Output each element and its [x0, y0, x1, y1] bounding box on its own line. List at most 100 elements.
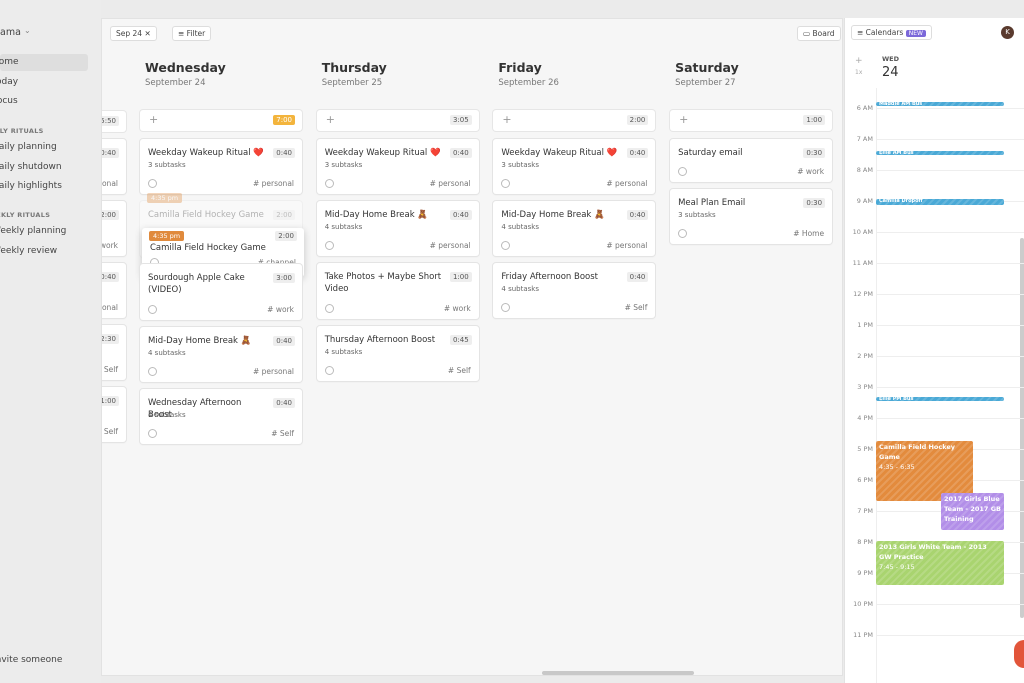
complete-toggle[interactable]	[148, 305, 157, 314]
task-card[interactable]: Meal Plan Email 0:30 3 subtasks # Home	[670, 189, 833, 244]
task-card[interactable]: Saturday email 0:30 # work	[670, 139, 833, 182]
channel-tag: # personal	[429, 179, 471, 188]
task-card[interactable]: Weekday Wakeup Ritual ❤️ 0:40 3 subtasks # …	[140, 139, 302, 194]
complete-toggle[interactable]	[324, 241, 334, 250]
day-total: 3:05	[449, 115, 472, 125]
calendars-label: Calendars	[865, 28, 904, 37]
complete-toggle[interactable]	[324, 179, 334, 188]
complete-toggle[interactable]	[324, 366, 334, 375]
board-label: Board	[812, 29, 835, 38]
complete-toggle[interactable]	[148, 179, 157, 188]
task-title: Sourdough Apple Cake (VIDEO)	[148, 273, 245, 295]
add-task-row[interactable]: +1:00	[670, 110, 833, 131]
filter-button[interactable]: ≡ Filter	[172, 26, 212, 41]
complete-toggle[interactable]	[501, 241, 511, 250]
day-name: Friday	[498, 60, 542, 75]
complete-toggle[interactable]	[324, 304, 334, 313]
hour-label: 10 PM	[853, 600, 873, 608]
task-card[interactable]: 0:40 # personal	[102, 139, 126, 194]
task-title: Saturday email	[678, 148, 743, 158]
add-icon: +	[149, 113, 159, 126]
channel-tag: # personal	[252, 367, 294, 376]
section-heading: WEEKLY RITUALS	[0, 211, 51, 219]
calendar-event[interactable]: Ellie AM Bus	[876, 151, 1004, 155]
scrollbar[interactable]	[1020, 238, 1024, 618]
ritual-item[interactable]: Daily shutdown	[0, 161, 62, 172]
add-task-row[interactable]: +3:05	[316, 110, 479, 131]
ritual-item[interactable]: Daily planning	[0, 142, 57, 152]
task-card[interactable]: 1:00 # Self	[102, 387, 126, 442]
event-time: 4:35 - 6:35	[879, 463, 915, 471]
task-card[interactable]: 2:30 # Self	[102, 325, 126, 380]
calendar-event[interactable]: Maddie AM Bus	[876, 102, 1004, 106]
nav-item[interactable]: Focus	[0, 96, 18, 106]
workspace[interactable]: Sama	[0, 27, 21, 38]
add-task-row[interactable]: +2:00	[493, 110, 656, 131]
task-title: Camilla Field Hockey Game	[148, 210, 264, 220]
task-duration: 0:40	[273, 336, 295, 346]
zoom-plus[interactable]: +	[855, 56, 863, 66]
task-card[interactable]: Mid-Day Home Break 🧸 0:40 4 subtasks # pers…	[140, 327, 302, 382]
task-duration: 0:40	[102, 148, 119, 158]
task-duration: 0:45	[449, 335, 472, 345]
avatar[interactable]: K	[1001, 26, 1014, 39]
task-card[interactable]: Sourdough Apple Cake (VIDEO) 3:00 # work	[140, 264, 302, 320]
calendar-event[interactable]: Camilla Field Hockey Game 4:35 - 6:35	[876, 441, 973, 501]
complete-toggle[interactable]	[148, 429, 157, 438]
invite-link[interactable]: Invite someone	[0, 655, 63, 665]
calendar-event[interactable]: Camilla Dropoff	[876, 199, 1004, 205]
event-title: Maddie AM Bus	[879, 102, 923, 106]
complete-toggle[interactable]	[501, 179, 511, 188]
calendar-event[interactable]: 2013 Girls White Team - 2013 GW Practice…	[876, 541, 1004, 585]
help-button[interactable]	[1014, 640, 1024, 668]
add-task-row[interactable]: 5:50	[102, 111, 126, 132]
calendar-event[interactable]: Ellie PM Bus	[876, 397, 1004, 401]
date-chip[interactable]: Sep 24 ✕	[110, 26, 157, 41]
channel-tag: # work	[267, 305, 294, 314]
task-card[interactable]: Wednesday Afternoon Boost 0:40 4 subtasks #…	[140, 389, 302, 444]
task-duration: 0:40	[449, 148, 472, 158]
channel-tag: # personal	[606, 179, 648, 188]
complete-toggle[interactable]	[678, 167, 688, 176]
start-time: 4:35 pm	[149, 231, 185, 241]
board-button[interactable]: ▭ Board	[797, 26, 841, 41]
nav-highlight	[0, 54, 88, 71]
hour-label: 1 PM	[857, 321, 873, 329]
ritual-item[interactable]: Weekly review	[0, 245, 58, 256]
task-card[interactable]: Thursday Afternoon Boost 0:45 4 subtasks # …	[316, 326, 479, 381]
calendars-button[interactable]: ≡ Calendars NEW	[851, 25, 932, 40]
task-duration: 0:40	[273, 398, 295, 408]
channel-tag: # Self	[624, 303, 648, 312]
task-card[interactable]: Mid-Day Home Break 🧸 0:40 4 subtasks # pers…	[316, 201, 479, 256]
hour-label: 6 AM	[856, 104, 873, 112]
task-card[interactable]: 2:00 # work	[102, 201, 126, 256]
hour-label: 9 PM	[857, 569, 873, 577]
calendar-event[interactable]: 2017 Girls Blue Team - 2017 GB Training	[941, 493, 1004, 530]
nav-item[interactable]: Today	[0, 76, 19, 87]
hour-line	[876, 170, 1024, 171]
complete-toggle[interactable]	[148, 367, 157, 376]
task-card[interactable]: Weekday Wakeup Ritual ❤️ 0:40 3 subtasks # …	[316, 139, 479, 194]
section-heading: DAILY RITUALS	[0, 127, 44, 135]
add-task-row[interactable]: +7:00	[140, 110, 302, 131]
nav-item[interactable]: Home	[0, 57, 19, 67]
complete-toggle[interactable]	[501, 303, 511, 312]
task-card[interactable]: Weekday Wakeup Ritual ❤️ 0:40 3 subtasks # …	[493, 139, 656, 194]
channel-tag: # work	[797, 167, 825, 176]
ritual-item[interactable]: Weekly planning	[0, 226, 67, 236]
time-gutter	[876, 88, 877, 683]
task-card[interactable]: Friday Afternoon Boost 0:40 4 subtasks # Se…	[493, 263, 656, 318]
task-duration: 0:30	[803, 198, 826, 208]
subtask-count: 3 subtasks	[148, 161, 186, 169]
task-card[interactable]: 0:40 # personal	[102, 263, 126, 318]
task-duration: 0:40	[102, 272, 119, 282]
hour-label: 8 AM	[856, 166, 873, 174]
calendar-panel: ≡ Calendars NEW K + 1x WED 24 6 AM 7 AM 8 …	[844, 18, 1024, 683]
event-title: Ellie AM Bus	[879, 151, 914, 155]
day-number: 24	[882, 65, 899, 80]
scrollbar[interactable]	[542, 671, 694, 675]
task-card[interactable]: Mid-Day Home Break 🧸 0:40 4 subtasks # pers…	[493, 201, 656, 256]
complete-toggle[interactable]	[678, 229, 688, 238]
ritual-item[interactable]: Daily highlights	[0, 181, 62, 191]
task-card[interactable]: Take Photos + Maybe Short Video 1:00 # wor…	[316, 263, 479, 319]
